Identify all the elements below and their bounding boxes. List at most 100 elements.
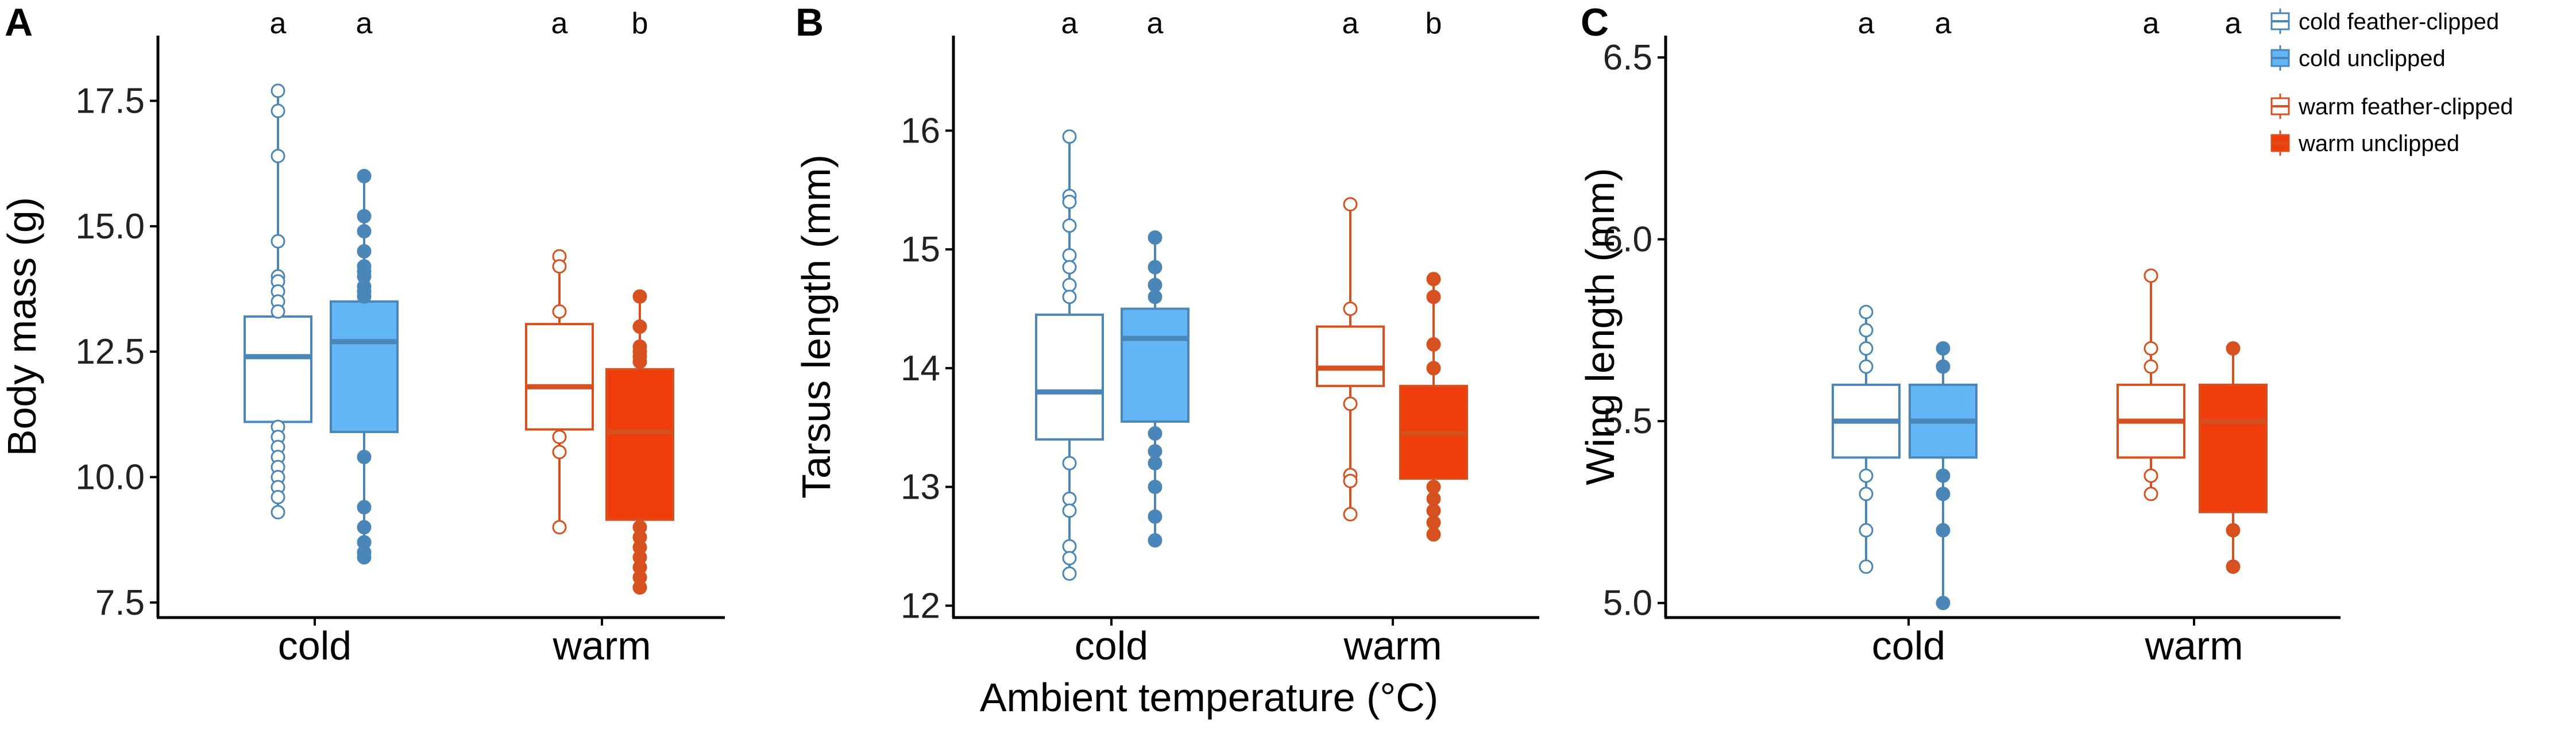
data-point (1343, 301, 1358, 316)
x-category-label: warm (2144, 623, 2243, 668)
panel-letter: B (795, 1, 824, 44)
data-point (1148, 426, 1163, 441)
box-warm-feather-clipped: a (525, 7, 594, 535)
data-point (271, 149, 285, 164)
significance-letter: a (1061, 7, 1078, 40)
box-iqr (330, 300, 399, 433)
data-point (1062, 248, 1077, 263)
data-point (271, 103, 285, 118)
significance-letter: b (632, 7, 648, 40)
data-point (1062, 551, 1077, 566)
significance-letter: a (356, 7, 373, 40)
y-axis-label: Tarsus length (mm) (794, 155, 839, 499)
data-point (552, 259, 567, 274)
x-category-label: warm (1343, 623, 1442, 668)
x-category-label: warm (552, 623, 651, 668)
data-point (271, 489, 285, 504)
data-point (2226, 341, 2241, 356)
legend-label: cold feather-clipped (2299, 9, 2499, 34)
box-cold-unclipped: a (330, 7, 399, 565)
significance-letter: a (1858, 7, 1875, 40)
box-warm-unclipped: a (2199, 7, 2268, 574)
data-point (271, 83, 285, 98)
x-category-label: cold (1872, 623, 1945, 668)
data-point (1859, 523, 1874, 538)
data-point (1343, 197, 1358, 212)
significance-letter: a (551, 7, 568, 40)
legend-label: warm feather-clipped (2298, 94, 2513, 119)
panel-c: C 5.0 5.5 6.0 6.5 Wing length (mm) cold warm a a a… (1578, 1, 2341, 668)
box-iqr (1121, 307, 1189, 423)
y-tick-label: 7.5 (95, 583, 145, 623)
box-iqr (244, 315, 312, 423)
data-point (1148, 290, 1163, 304)
y-tick-label: 5.0 (1603, 584, 1652, 623)
legend: cold feather-clipped cold unclipped warm f… (2270, 9, 2513, 156)
y-tick-label: 17.5 (75, 82, 145, 121)
box-warm-unclipped: b (605, 7, 674, 595)
data-point (1062, 456, 1077, 470)
y-axis-label: Body mass (g) (0, 197, 44, 456)
box-cold-feather-clipped: a (1832, 7, 1901, 574)
data-point (1426, 290, 1441, 304)
data-point (1148, 509, 1163, 524)
data-point (632, 580, 647, 595)
data-point (552, 520, 567, 535)
data-point (1426, 337, 1441, 352)
data-point (1062, 194, 1077, 209)
data-point (2144, 487, 2158, 502)
data-point (357, 550, 372, 565)
data-point (1148, 230, 1163, 245)
data-point (1936, 596, 1951, 611)
significance-letter: a (2225, 7, 2242, 40)
data-point (271, 304, 285, 319)
data-point (1859, 487, 1874, 502)
box-warm-feather-clipped: a (2117, 7, 2185, 502)
data-point (1426, 361, 1441, 376)
box-cold-unclipped: a (1909, 7, 1978, 611)
y-tick-label: 6.0 (1603, 220, 1652, 260)
legend-item: warm unclipped (2270, 130, 2459, 156)
significance-letter: b (1426, 7, 1442, 40)
x-category-label: cold (278, 623, 352, 668)
data-point (1062, 218, 1077, 233)
legend-item: cold unclipped (2270, 45, 2446, 71)
significance-letter: a (2143, 7, 2160, 40)
panels: A 7.5 10.0 12.5 15.0 17.5 Body mass (g) cold war… (0, 1, 2341, 668)
y-axis-label: Wing length (mm) (1578, 168, 1623, 485)
data-point (1343, 507, 1358, 522)
data-point (1148, 444, 1163, 459)
data-point (1859, 559, 1874, 574)
data-point (1148, 533, 1163, 548)
data-point (1426, 527, 1441, 542)
data-point (1343, 396, 1358, 411)
data-point (1936, 523, 1951, 538)
data-point (357, 450, 372, 465)
box-iqr (1316, 325, 1385, 387)
data-point (2144, 268, 2158, 283)
y-tick-label: 14 (901, 349, 940, 388)
box-warm-feather-clipped: a (1316, 7, 1385, 522)
x-axis-title: Ambient temperature (°C) (980, 675, 1438, 720)
box-cold-feather-clipped: a (244, 7, 312, 520)
data-point (1062, 566, 1077, 581)
data-point (1062, 260, 1077, 275)
data-point (1148, 456, 1163, 470)
y-tick-label: 10.0 (75, 457, 145, 497)
data-point (632, 354, 647, 369)
data-point (271, 234, 285, 249)
y-tick-label: 13 (901, 468, 940, 507)
y-tick-label: 16 (901, 111, 940, 151)
panel-letter: C (1581, 1, 1609, 44)
y-tick-label: 12.5 (75, 332, 145, 372)
box-iqr (2199, 383, 2268, 514)
data-point (632, 289, 647, 304)
panel-letter: A (5, 1, 33, 44)
legend-item: cold feather-clipped (2270, 9, 2499, 34)
data-point (1148, 260, 1163, 275)
data-point (1859, 304, 1874, 319)
box-iqr (1035, 313, 1104, 441)
data-point (357, 289, 372, 304)
data-point (1936, 341, 1951, 356)
data-point (1426, 272, 1441, 287)
